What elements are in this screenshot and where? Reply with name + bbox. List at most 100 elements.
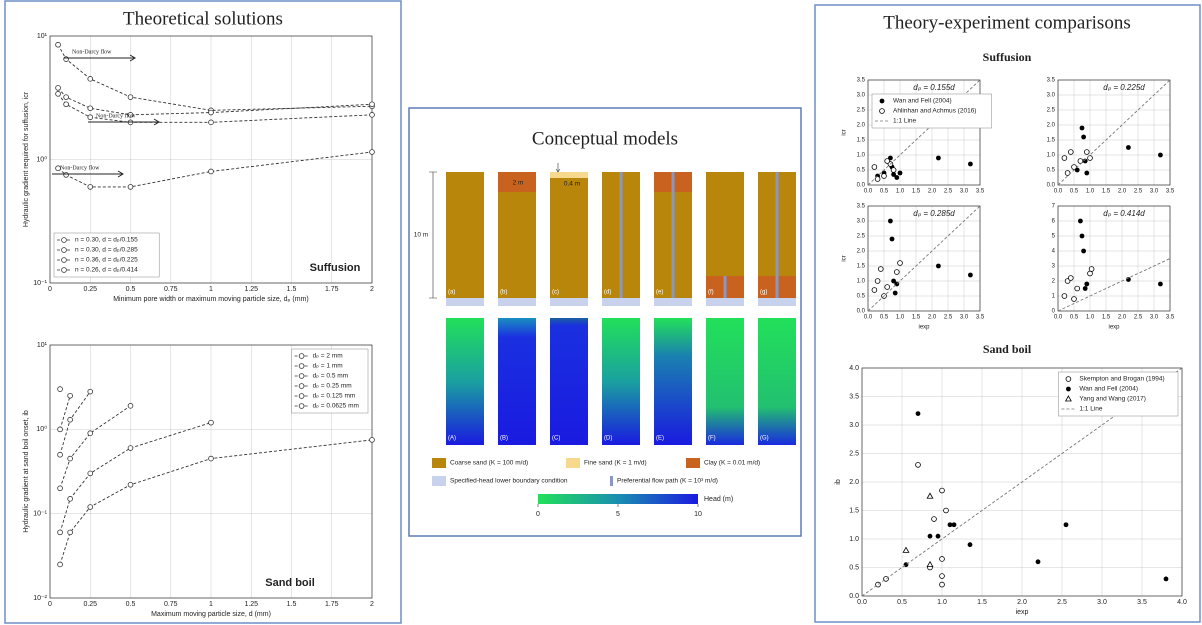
legend-marker — [61, 257, 67, 263]
x-tick-label: 0.5 — [126, 286, 136, 293]
y-tick-label: 2.0 — [849, 479, 859, 486]
y-tick-label: 1.5 — [857, 264, 866, 270]
legend-label: Coarse sand (K = 100 m/d) — [450, 460, 528, 467]
x-tick-label: 2.5 — [1134, 189, 1143, 195]
boundary-strip — [498, 298, 536, 306]
y-tick-label: 3 — [1052, 264, 1056, 270]
point — [902, 546, 910, 553]
dimension-label: 0.4 m — [564, 181, 580, 188]
y-tick-label: 5 — [1052, 234, 1056, 240]
legend-label: dₚ = 1 mm — [313, 363, 343, 370]
legend-label: dₚ = 0.125 mm — [313, 393, 356, 400]
y-tick-label: 2.0 — [1047, 123, 1056, 129]
plot-frame — [49, 344, 373, 599]
point — [1158, 281, 1163, 287]
x-tick-label: 4.0 — [1177, 599, 1187, 606]
point — [943, 507, 949, 514]
head-field — [498, 318, 536, 445]
x-tick-label: 0.5 — [1070, 315, 1079, 321]
dimension-label: 2 m — [513, 180, 524, 187]
point — [926, 492, 934, 499]
point — [939, 487, 945, 494]
x-tick-label: 1.0 — [1086, 189, 1095, 195]
y-tick-label: 3.5 — [857, 78, 866, 84]
plot-frame — [1057, 205, 1171, 312]
x-tick-label: 3.5 — [976, 315, 985, 321]
point — [884, 284, 890, 290]
y-tick-label: 3.0 — [1047, 93, 1056, 99]
y-tick-label: 4 — [1052, 249, 1056, 255]
boundary-strip — [550, 298, 588, 306]
y-tick-label: 3.5 — [857, 204, 866, 210]
point — [1079, 125, 1085, 131]
x-tick-label: 3.0 — [1150, 315, 1159, 321]
model-label: (D) — [604, 436, 612, 442]
x-tick-label: 0 — [48, 286, 52, 293]
y-tick-label: 0.0 — [857, 183, 866, 189]
x-tick-label: 3.5 — [976, 189, 985, 195]
section-heading: Sand boil — [983, 342, 1032, 356]
point — [968, 161, 973, 167]
y-tick-label: 10⁰ — [36, 155, 47, 163]
x-tick-label: 0.5 — [126, 601, 136, 608]
colorbar-label: Head (m) — [704, 496, 733, 503]
x-tick-label: 0.5 — [880, 189, 889, 195]
point — [939, 556, 945, 562]
point — [63, 56, 69, 62]
point — [87, 184, 94, 190]
annotation-arrow — [88, 118, 160, 126]
legend-label: Clay (K = 0.01 m/d) — [704, 460, 760, 467]
point — [915, 411, 921, 416]
point — [63, 94, 69, 100]
x-tick-label: 0 — [48, 601, 52, 608]
x-tick-label: 1.5 — [1102, 315, 1111, 321]
model-label: (e) — [656, 290, 663, 296]
x-tick-label: 0.5 — [897, 599, 907, 606]
soil-layer — [498, 172, 536, 192]
point — [897, 260, 903, 266]
y-tick-label: 1.0 — [857, 279, 866, 285]
point — [936, 155, 941, 161]
y-tick-label: 3.0 — [849, 422, 859, 429]
model-label: (d) — [604, 290, 611, 296]
point — [967, 542, 973, 548]
legend-marker — [879, 98, 885, 104]
flow-path — [723, 276, 727, 298]
x-tick-label: 1.0 — [1086, 315, 1095, 321]
head-field — [602, 318, 640, 445]
legend-label: Skempton and Brogan (1994) — [1079, 376, 1164, 383]
x-tick-label: 2.5 — [1057, 599, 1067, 606]
y-tick-label: 4.0 — [849, 365, 859, 372]
point — [87, 114, 94, 121]
point — [871, 164, 878, 170]
annotation-arrow — [64, 54, 136, 62]
y-tick-label: 2.5 — [857, 108, 866, 114]
legend-box — [53, 232, 160, 278]
point — [87, 504, 94, 510]
point — [127, 94, 134, 100]
legend-marker — [1064, 395, 1072, 402]
point — [369, 437, 375, 443]
x-axis-label: Maximum moving particle size, d (mm) — [151, 611, 271, 618]
point — [67, 416, 73, 423]
point — [63, 101, 69, 108]
point — [968, 272, 973, 278]
point — [67, 529, 73, 536]
point — [127, 112, 134, 118]
y-tick-label: 1 — [1052, 294, 1056, 300]
point — [1068, 275, 1074, 281]
point — [884, 158, 890, 164]
soil-layer — [550, 172, 588, 178]
point — [891, 278, 896, 284]
x-tick-label: 0.75 — [164, 601, 178, 608]
point — [893, 269, 900, 275]
legend-label: Yang and Wang (2017) — [1079, 396, 1146, 403]
y-tick-label: 3.0 — [857, 219, 866, 225]
legend-marker — [298, 403, 305, 409]
x-tick-label: 1.5 — [912, 315, 921, 321]
x-axis-label: iexp — [918, 325, 930, 331]
point — [57, 426, 63, 433]
boundary-strip — [446, 298, 484, 306]
point — [208, 168, 214, 175]
